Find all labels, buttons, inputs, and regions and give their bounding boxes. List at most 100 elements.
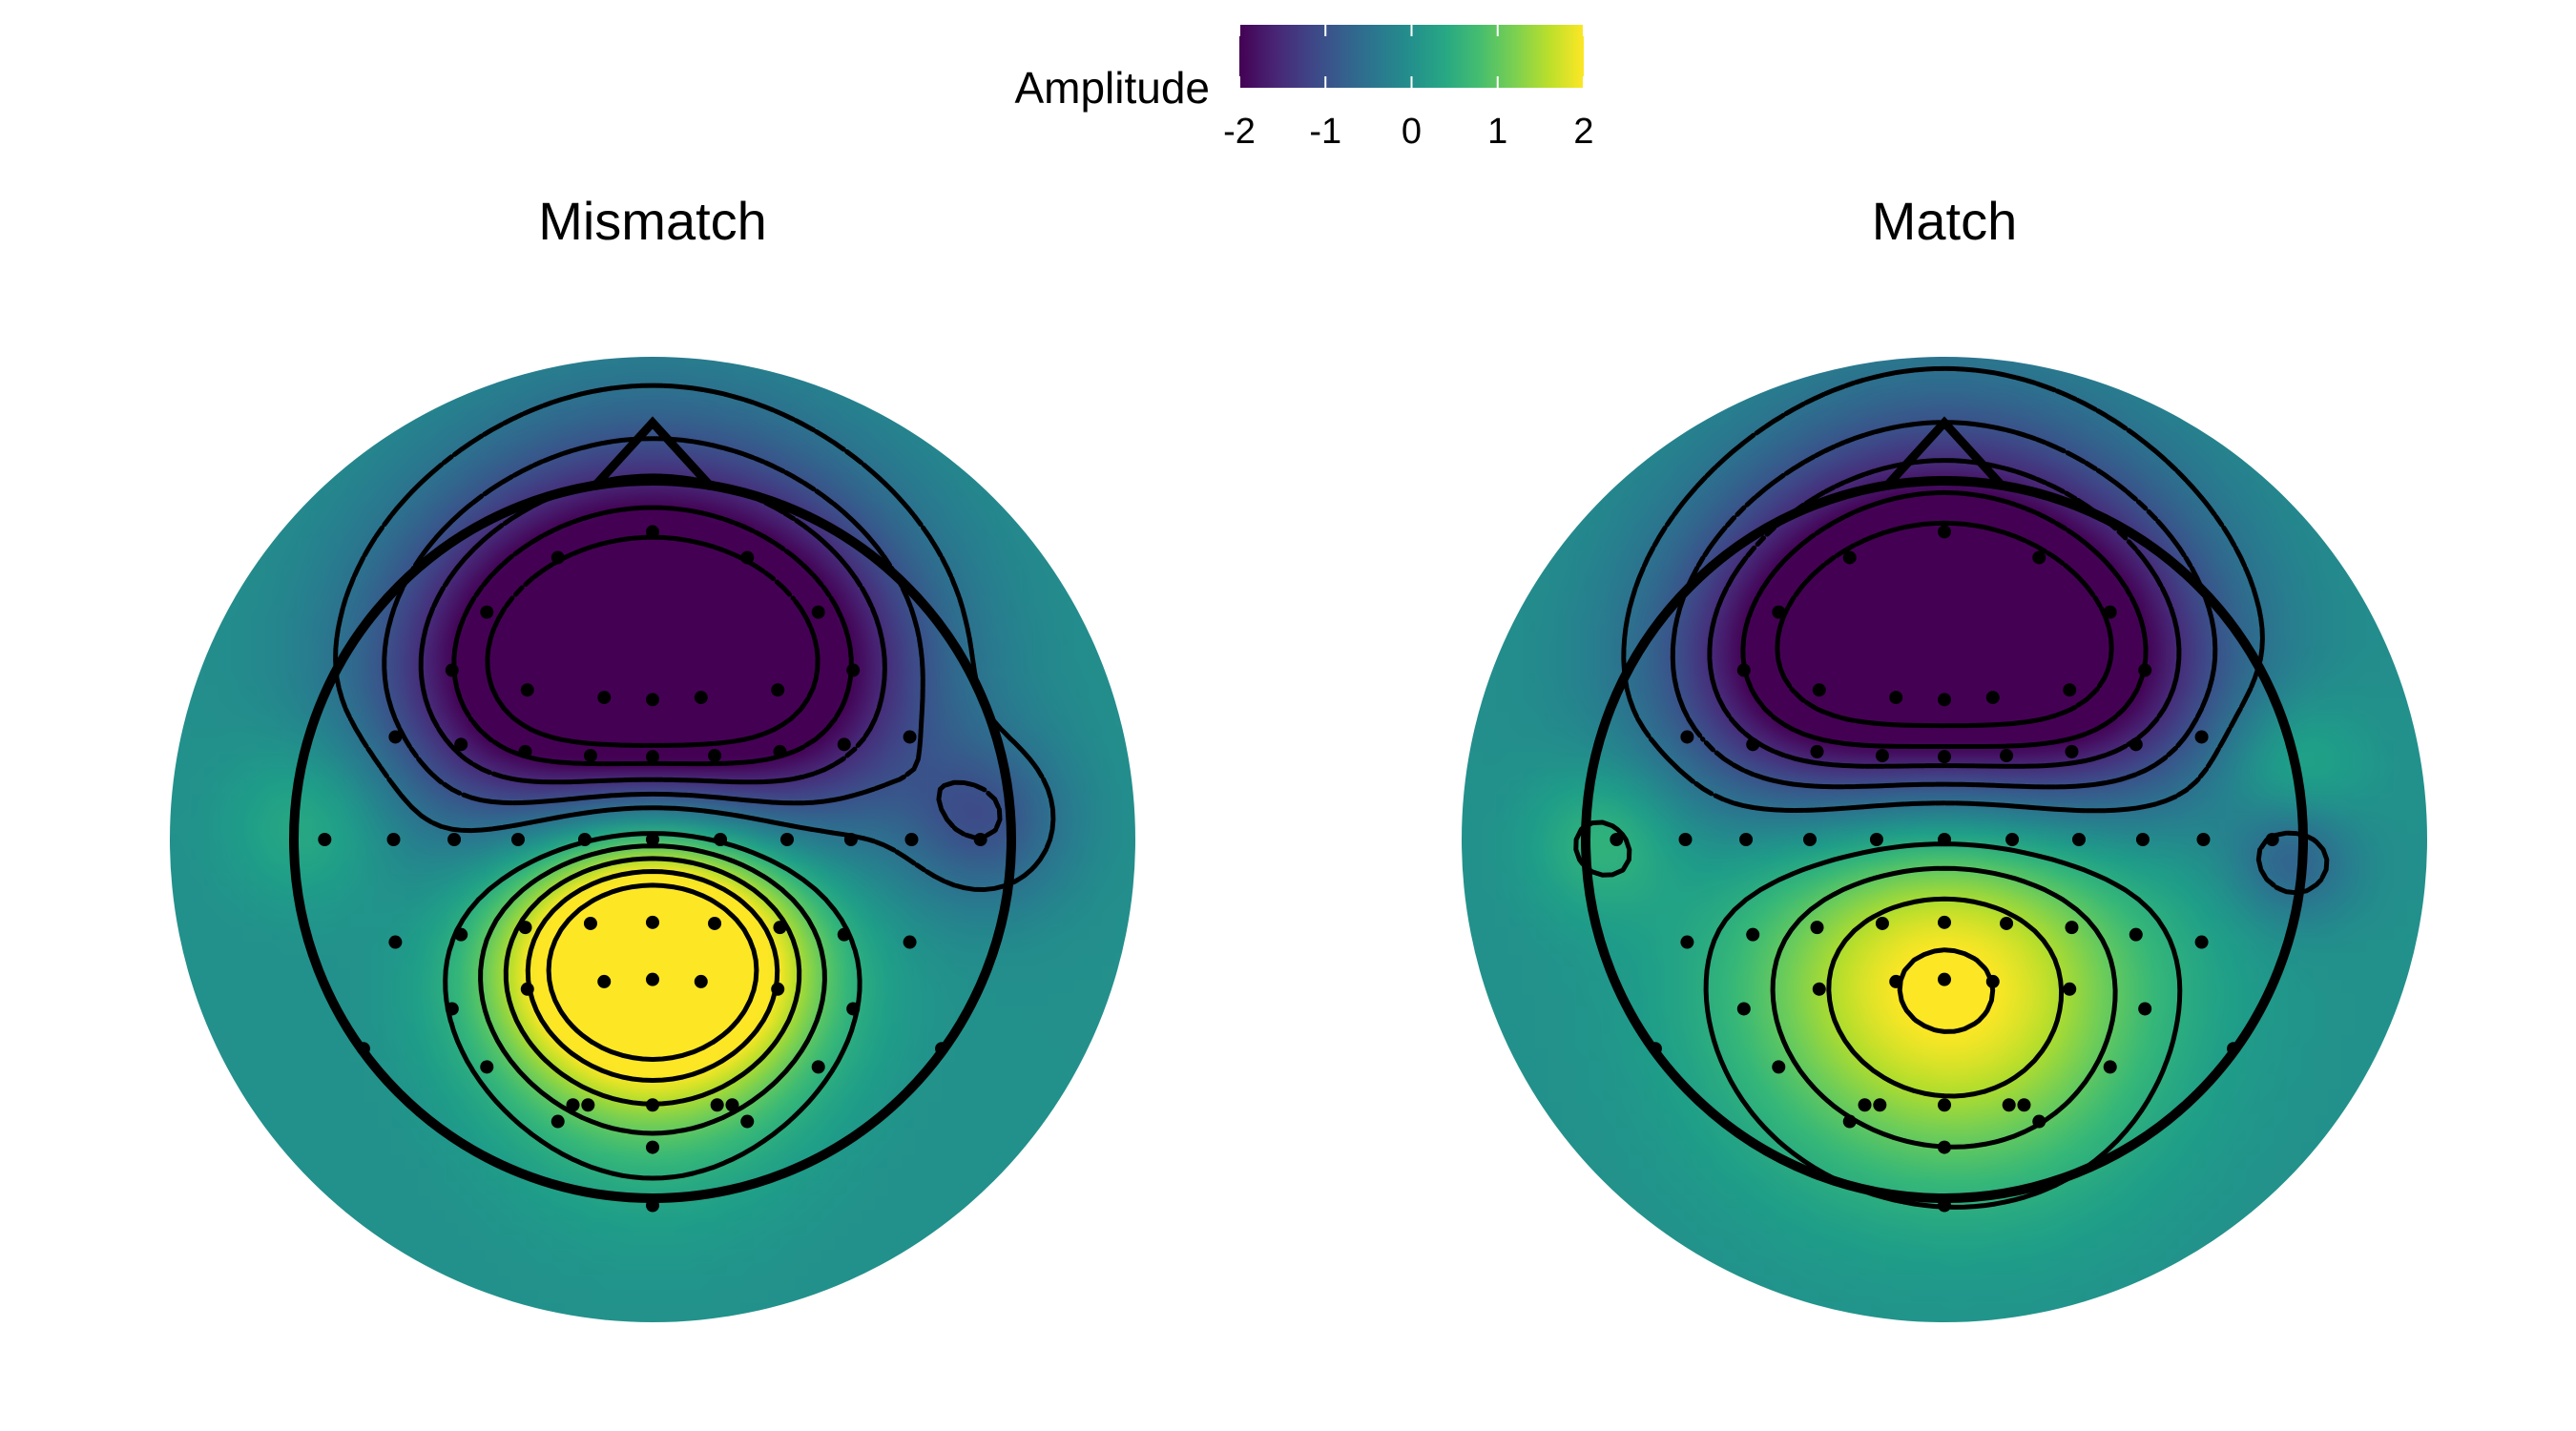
- electrode-dot: [904, 833, 919, 846]
- colorbar-tick-label: -2: [1223, 112, 1256, 152]
- electrode-dot: [1873, 1098, 1887, 1112]
- electrode-dot: [773, 744, 787, 758]
- electrode-dot: [551, 550, 565, 565]
- electrode-dot: [1858, 1098, 1872, 1112]
- electrode-dot: [1680, 730, 1694, 744]
- electrode-dot: [1648, 1042, 1662, 1056]
- nose-outline: [1881, 416, 2007, 491]
- electrode-dot: [1678, 833, 1693, 846]
- contour-negative: [1740, 489, 2149, 749]
- head-outline: [289, 476, 1016, 1203]
- electrode-dot: [973, 833, 987, 846]
- electrode-dot: [2065, 921, 2079, 935]
- electrode-dot: [2129, 927, 2143, 942]
- electrode-dot: [1985, 691, 2000, 705]
- electrode-dot: [2265, 833, 2279, 846]
- topoplot-mismatch: [170, 357, 1135, 1322]
- electrode-dot: [445, 1002, 459, 1016]
- electrode-dot: [597, 974, 612, 988]
- electrode-dot: [1842, 1114, 1857, 1129]
- electrode-dot: [811, 1060, 825, 1074]
- electrode-dot: [454, 737, 468, 752]
- electrode-dot: [566, 1098, 580, 1112]
- electrode-dot: [551, 1114, 565, 1129]
- electrode-dot: [1772, 1060, 1786, 1074]
- electrode-dot: [1803, 833, 1817, 846]
- electrode-dot: [318, 833, 332, 846]
- contour-lines: [1573, 365, 2330, 1210]
- contour-negative: [1670, 420, 2218, 790]
- electrode-dot: [740, 1114, 755, 1129]
- contour-positive: [478, 843, 827, 1136]
- electrode-dot: [837, 927, 851, 942]
- electrodes: [1610, 525, 2279, 1213]
- electrode-dot: [771, 982, 785, 996]
- electrode-dot: [1938, 1140, 1951, 1154]
- electrode-dot: [646, 750, 659, 764]
- electrode-dot: [1736, 1002, 1751, 1016]
- electrode-dot: [646, 915, 659, 929]
- electrode-dot: [2063, 982, 2077, 996]
- panel-title-match: Match: [1872, 191, 2018, 251]
- electrode-dot: [2005, 833, 2020, 846]
- electrode-dot: [2103, 1060, 2117, 1074]
- electrode-dot: [1842, 550, 1857, 565]
- electrode-dot: [903, 935, 917, 949]
- electrode-dot: [1875, 749, 1889, 763]
- electrode-dot: [846, 1002, 861, 1016]
- electrode-dot: [780, 833, 794, 846]
- electrode-dot: [2065, 744, 2079, 758]
- nose-outline: [590, 416, 716, 491]
- electrode-dot: [1810, 921, 1824, 935]
- electrode-dot: [811, 605, 825, 619]
- electrode-dot: [646, 1098, 659, 1112]
- electrode-dot: [646, 972, 659, 986]
- electrode-dot: [1680, 935, 1694, 949]
- electrode-dot: [1772, 605, 1786, 619]
- electrode-dot: [646, 525, 659, 539]
- electrode-dot: [773, 921, 787, 935]
- electrode-dot: [2103, 605, 2117, 619]
- electrode-dot: [935, 1042, 949, 1056]
- panel-title-mismatch: Mismatch: [538, 191, 767, 251]
- electrode-dot: [1812, 982, 1826, 996]
- electrode-dot: [2000, 916, 2014, 930]
- electrode-dot: [2138, 663, 2152, 677]
- electrode-dot: [694, 974, 708, 988]
- electrodes: [318, 525, 987, 1213]
- electrode-dot: [1746, 737, 1760, 752]
- electrode-dot: [388, 730, 403, 744]
- head-outline: [1581, 476, 2308, 1203]
- electrode-dot: [445, 663, 459, 677]
- electrode-dot: [694, 691, 708, 705]
- electrode-dot: [2000, 749, 2014, 763]
- electrode-dot: [771, 683, 785, 697]
- electrode-dot: [520, 982, 534, 996]
- electrode-dot: [577, 833, 592, 846]
- electrode-dot: [714, 833, 728, 846]
- electrode-dot: [710, 1098, 724, 1112]
- electrode-dot: [2017, 1098, 2031, 1112]
- electrode-dot: [2194, 935, 2209, 949]
- electrode-dot: [646, 1198, 659, 1213]
- electrode-dot: [518, 921, 532, 935]
- electrode-dot: [646, 1140, 659, 1154]
- electrode-dot: [903, 730, 917, 744]
- electrode-dot: [2194, 730, 2209, 744]
- contour-lines: [333, 383, 1056, 1181]
- contour-negative: [1775, 520, 2114, 729]
- electrode-dot: [708, 916, 722, 930]
- electrode-dot: [1938, 1198, 1951, 1213]
- contour-negative: [382, 436, 1003, 840]
- electrode-dot: [646, 833, 659, 846]
- electrode-dot: [454, 927, 468, 942]
- electrode-dot: [646, 693, 659, 707]
- colorbar-tick-label: 0: [1402, 112, 1422, 152]
- electrode-dot: [356, 1042, 370, 1056]
- electrode-dot: [597, 691, 612, 705]
- colorbar-tick-label: 2: [1573, 112, 1593, 152]
- colorbar-tick-label: -1: [1309, 112, 1341, 152]
- electrode-dot: [1610, 833, 1624, 846]
- electrode-dot: [1938, 525, 1951, 539]
